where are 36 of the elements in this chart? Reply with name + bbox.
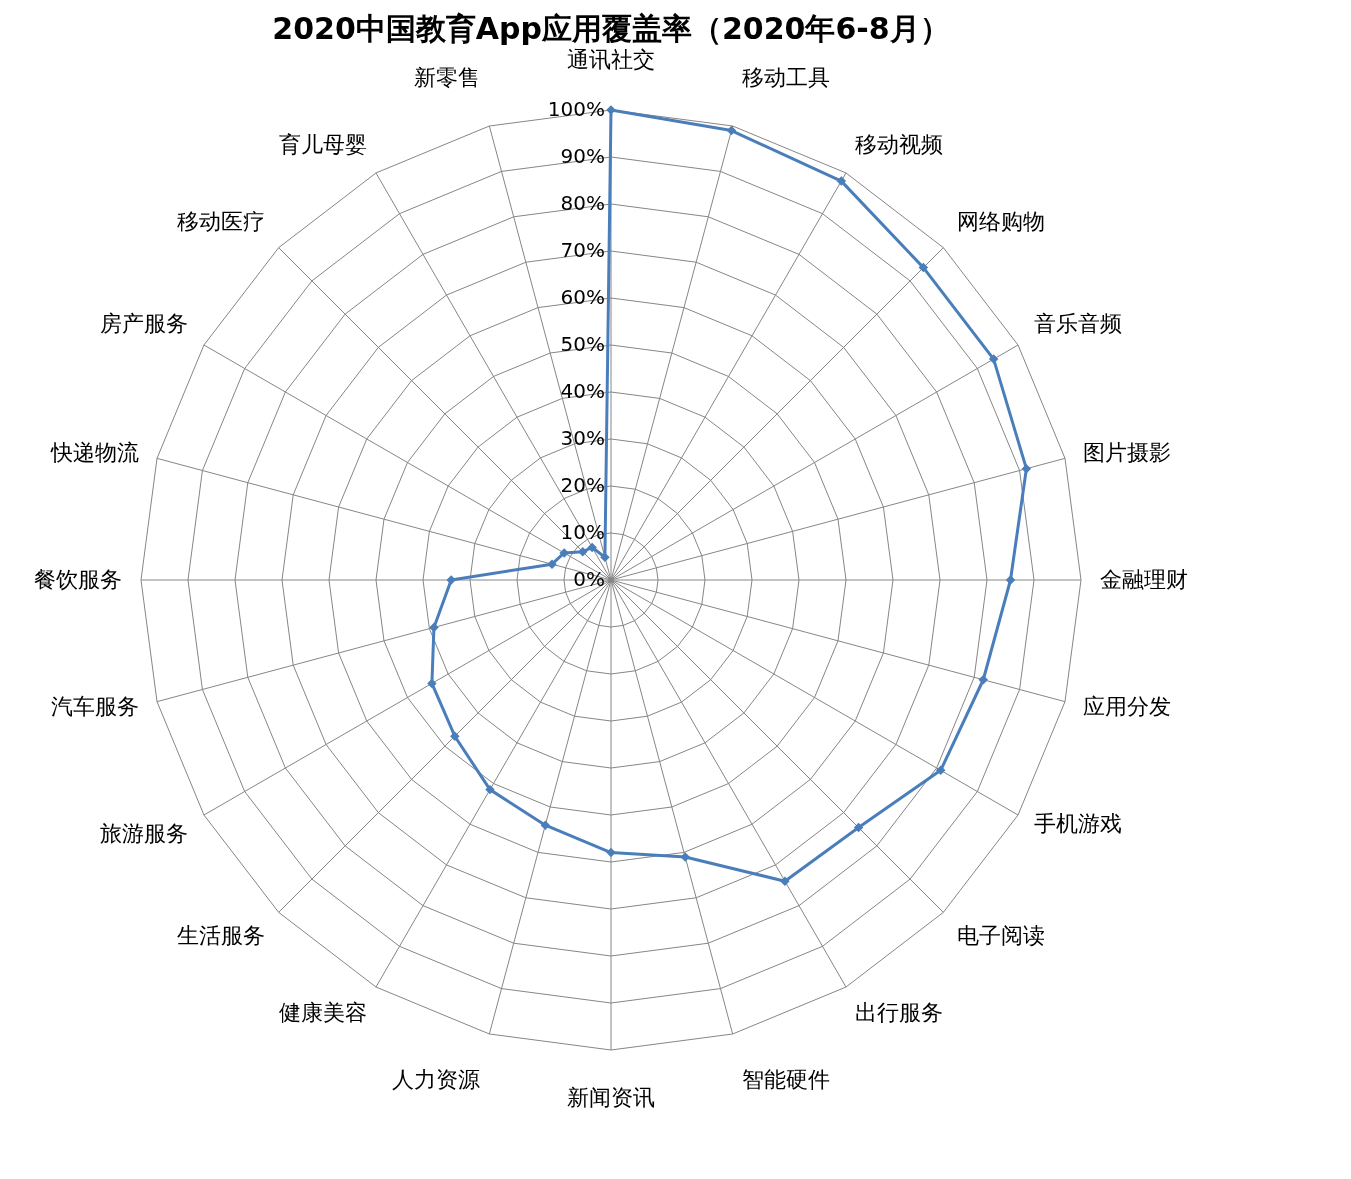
spoke-label: 健康美容 [278, 1000, 367, 1026]
spoke-label: 新闻资讯 [567, 1084, 655, 1110]
y-tick-label: 10% [560, 520, 605, 544]
y-tick-label: 40% [560, 379, 605, 403]
y-tick-label: 0% [573, 567, 605, 591]
spoke-label: 移动医疗 [177, 209, 266, 235]
y-tick-label: 30% [560, 426, 605, 450]
y-tick-label: 80% [560, 191, 605, 215]
spoke-label: 育儿母婴 [278, 131, 367, 157]
spoke-label: 房产服务 [99, 310, 188, 336]
spoke-label: 汽车服务 [50, 693, 139, 719]
spoke-label: 餐饮服务 [34, 567, 123, 592]
chart-title: 2020中国教育App应用覆盖率（2020年6-8月） [272, 11, 950, 47]
y-tick-label: 20% [560, 473, 605, 497]
y-tick-label: 70% [560, 238, 605, 262]
spoke-label: 移动视频 [855, 131, 944, 157]
spoke-label: 人力资源 [391, 1067, 480, 1093]
spoke-label: 新零售 [413, 64, 480, 90]
y-tick-label: 50% [560, 332, 605, 356]
spoke-label: 电子阅读 [956, 922, 1045, 948]
y-tick-label: 60% [560, 285, 605, 309]
spoke-label: 图片摄影 [1083, 440, 1172, 466]
y-tick-label: 100% [547, 97, 605, 121]
spoke-label: 智能硬件 [742, 1067, 831, 1093]
spoke-label: 生活服务 [177, 922, 266, 948]
spoke-label: 网络购物 [956, 209, 1045, 235]
spoke-label: 出行服务 [855, 1000, 944, 1026]
spoke-label: 移动工具 [742, 64, 831, 90]
spoke-label: 金融理财 [1099, 567, 1188, 592]
y-tick-label: 90% [560, 144, 605, 168]
spoke-label: 快递物流 [49, 440, 139, 466]
spoke-label: 通讯社交 [567, 47, 655, 73]
spoke-label: 手机游戏 [1034, 811, 1123, 837]
spoke-label: 音乐音频 [1034, 310, 1123, 336]
spoke-label: 旅游服务 [99, 821, 188, 847]
spoke-label: 应用分发 [1083, 693, 1172, 719]
